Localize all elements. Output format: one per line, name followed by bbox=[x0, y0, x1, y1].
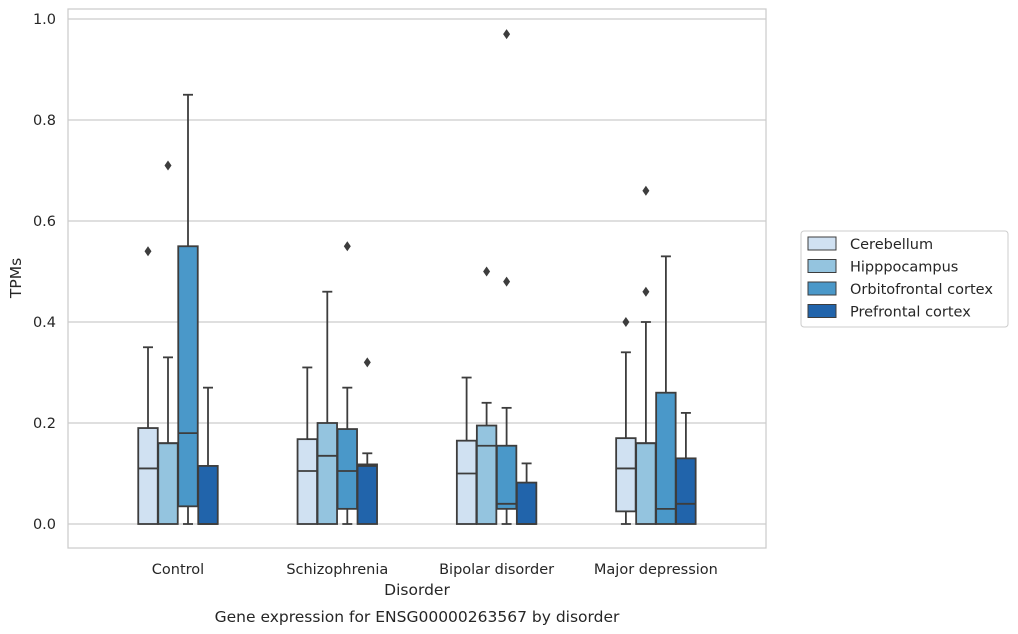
x-tick-label: Control bbox=[152, 562, 204, 578]
box-prefrontal-cortex bbox=[197, 386, 219, 525]
y-tick-label: 0.2 bbox=[33, 416, 56, 432]
outlier-point bbox=[164, 160, 172, 171]
outlier-point bbox=[642, 286, 650, 297]
y-axis-ticks: 0.0 0.2 0.4 0.6 0.8 1.0 bbox=[33, 12, 56, 533]
box-body bbox=[336, 428, 358, 510]
box-body bbox=[197, 465, 219, 525]
box-body bbox=[316, 422, 338, 525]
outlier-point bbox=[622, 317, 630, 327]
box-body bbox=[655, 391, 677, 525]
box-body bbox=[455, 439, 478, 525]
legend-swatch bbox=[807, 304, 837, 318]
box-body bbox=[177, 245, 199, 508]
outlier-point bbox=[144, 246, 152, 257]
box-cerebellum bbox=[137, 246, 159, 525]
y-tick-label: 0.6 bbox=[33, 214, 56, 230]
box-cerebellum bbox=[455, 376, 478, 525]
plot-area-frame bbox=[67, 8, 767, 549]
box-prefrontal-cortex bbox=[675, 411, 697, 525]
legend: Cerebellum Hipppocampus Orbitofrontal cort… bbox=[800, 230, 1009, 328]
box-orbitofrontal-cortex bbox=[495, 29, 518, 525]
chart-caption: Gene expression for ENSG00000263567 by d… bbox=[215, 608, 620, 626]
outlier-point bbox=[503, 29, 511, 40]
legend-label: Orbitofrontal cortex bbox=[850, 282, 993, 298]
box-series bbox=[137, 29, 697, 525]
box-cerebellum bbox=[296, 366, 318, 525]
legend-swatch bbox=[807, 281, 837, 296]
box-hipppocampus bbox=[157, 160, 179, 525]
outlier-point bbox=[642, 185, 650, 196]
y-tick-label: 1.0 bbox=[33, 12, 56, 28]
box-body bbox=[615, 437, 637, 513]
outlier-point bbox=[363, 357, 371, 368]
box-body bbox=[356, 463, 378, 525]
legend-label: Prefrontal cortex bbox=[850, 305, 971, 321]
x-tick-label: Schizophrenia bbox=[286, 562, 388, 578]
legend-swatch bbox=[807, 236, 837, 251]
box-orbitofrontal-cortex bbox=[655, 255, 677, 525]
box-body bbox=[296, 438, 318, 525]
legend-frame bbox=[800, 230, 1009, 328]
x-tick-label: Bipolar disorder bbox=[439, 562, 554, 578]
box-body bbox=[495, 444, 518, 510]
box-prefrontal-cortex bbox=[515, 462, 538, 525]
box-body bbox=[137, 427, 159, 525]
y-tick-label: 0.8 bbox=[33, 113, 56, 129]
y-axis-title: TPMs bbox=[7, 258, 25, 299]
box-body bbox=[635, 442, 657, 525]
legend-label: Hipppocampus bbox=[850, 260, 958, 276]
box-prefrontal-cortex bbox=[356, 357, 378, 525]
box-orbitofrontal-cortex bbox=[177, 93, 199, 525]
y-tick-label: 0.0 bbox=[33, 517, 56, 533]
box-hipppocampus bbox=[316, 290, 338, 525]
legend-swatch bbox=[807, 259, 837, 273]
box-body bbox=[157, 442, 179, 525]
outlier-point bbox=[343, 241, 351, 252]
outlier-point bbox=[503, 276, 511, 287]
y-tick-label: 0.4 bbox=[33, 315, 56, 331]
legend-label: Cerebellum bbox=[850, 237, 933, 253]
x-tick-label: Major depression bbox=[594, 562, 718, 578]
box-body bbox=[675, 457, 697, 525]
box-body bbox=[515, 481, 538, 525]
x-axis-title: Disorder bbox=[384, 581, 450, 599]
box-hipppocampus bbox=[635, 185, 657, 525]
x-axis-ticks: Control Schizophrenia Bipolar disorder Majo… bbox=[152, 562, 718, 578]
box-body bbox=[475, 424, 498, 525]
outlier-point bbox=[483, 266, 491, 277]
